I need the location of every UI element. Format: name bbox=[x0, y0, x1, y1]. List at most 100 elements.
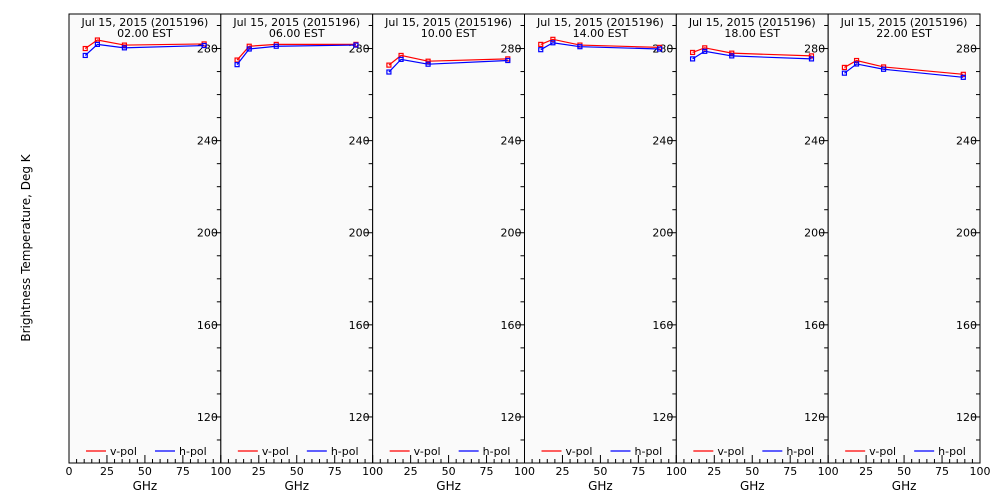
panel-subtitle: 22.00 EST bbox=[876, 27, 932, 40]
panel-title: Jul 15, 2015 (2015196) bbox=[840, 16, 968, 29]
y-tick-label: 120 bbox=[652, 411, 673, 424]
data-point-hpol bbox=[689, 56, 696, 62]
data-point-vpol bbox=[425, 58, 431, 64]
data-point-hpol bbox=[702, 48, 708, 54]
x-tick-label: 0 bbox=[66, 465, 73, 478]
y-tick-label: 280 bbox=[804, 43, 825, 56]
data-point-vpol bbox=[234, 57, 240, 63]
data-point-hpol bbox=[353, 42, 359, 48]
panel-subtitle: 18.00 EST bbox=[724, 27, 780, 40]
data-point-hpol bbox=[425, 61, 431, 67]
y-tick-label: 280 bbox=[956, 43, 977, 56]
chart-panel-3: Jul 15, 2015 (2015196)10.00 EST 120 160 200… bbox=[372, 13, 535, 493]
y-tick-label: 200 bbox=[197, 227, 218, 240]
series-line-vpol bbox=[236, 43, 356, 61]
y-tick-label: 160 bbox=[501, 319, 522, 332]
x-tick-label: 75 bbox=[328, 465, 342, 478]
x-axis-label: GHz bbox=[133, 479, 158, 493]
y-tick-label: 240 bbox=[501, 135, 522, 148]
data-point-hpol bbox=[550, 40, 556, 46]
series-line-vpol bbox=[692, 47, 812, 57]
x-tick-label: 100 bbox=[666, 465, 687, 478]
legend-label-hpol: h-pol bbox=[331, 445, 359, 458]
series-line-hpol bbox=[540, 42, 660, 51]
y-tick-label: 120 bbox=[804, 411, 825, 424]
legend-label-vpol: v-pol bbox=[717, 445, 744, 458]
x-tick-label: 25 bbox=[859, 465, 873, 478]
data-point-hpol bbox=[94, 41, 100, 47]
panels: Jul 15, 2015 (2015196)02.00 EST120160200… bbox=[66, 13, 991, 493]
y-tick-label: 240 bbox=[197, 135, 218, 148]
data-point-vpol bbox=[121, 42, 128, 48]
x-axis-label: GHz bbox=[436, 479, 461, 493]
x-axis-label: GHz bbox=[740, 479, 765, 493]
data-point-hpol bbox=[273, 43, 279, 49]
x-tick-label: 100 bbox=[210, 465, 231, 478]
x-axis-label: GHz bbox=[892, 479, 917, 493]
data-point-hpol bbox=[201, 42, 207, 49]
plot-frame bbox=[68, 13, 222, 464]
x-tick-label: 25 bbox=[707, 465, 721, 478]
x-tick-label: 25 bbox=[404, 465, 418, 478]
data-point-vpol bbox=[841, 64, 848, 71]
data-point-hpol bbox=[657, 46, 663, 52]
x-tick-label: 100 bbox=[514, 465, 535, 478]
series-line-vpol bbox=[844, 59, 964, 75]
y-tick-label: 200 bbox=[501, 227, 522, 240]
data-point-hpol bbox=[538, 47, 544, 53]
y-tick-label: 120 bbox=[956, 411, 977, 424]
panel-subtitle: 02.00 EST bbox=[117, 27, 173, 40]
x-tick-label: 50 bbox=[138, 465, 152, 478]
panel-subtitle: 06.00 EST bbox=[269, 27, 325, 40]
x-tick-label: 100 bbox=[970, 465, 991, 478]
data-point-hpol bbox=[853, 61, 860, 67]
x-tick-label: 100 bbox=[818, 465, 839, 478]
series-line-hpol bbox=[388, 58, 508, 73]
y-tick-label: 160 bbox=[349, 319, 370, 332]
y-tick-label: 120 bbox=[501, 411, 522, 424]
plot-frame bbox=[524, 13, 677, 464]
data-point-hpol bbox=[398, 56, 404, 62]
legend-label-vpol: v-pol bbox=[262, 445, 289, 458]
y-tick-label: 240 bbox=[804, 135, 825, 148]
legend-label-vpol: v-pol bbox=[110, 445, 137, 458]
x-tick-label: 75 bbox=[783, 465, 797, 478]
data-point-vpol bbox=[689, 49, 696, 56]
x-axis-label: GHz bbox=[284, 479, 309, 493]
data-point-hpol bbox=[82, 52, 88, 59]
chart-panel-5: Jul 15, 2015 (2015196)18.00 EST 120 160 200… bbox=[675, 13, 839, 493]
panel-title: Jul 15, 2015 (2015196) bbox=[536, 16, 664, 29]
x-tick-label: 50 bbox=[442, 465, 456, 478]
x-tick-label: 75 bbox=[935, 465, 949, 478]
data-point-vpol bbox=[538, 41, 544, 47]
series-line-vpol bbox=[388, 54, 508, 66]
legend-label-hpol: h-pol bbox=[938, 445, 966, 458]
legend-label-vpol: v-pol bbox=[869, 445, 896, 458]
y-tick-label: 120 bbox=[197, 411, 218, 424]
data-point-hpol bbox=[246, 46, 252, 52]
y-tick-label: 160 bbox=[652, 319, 673, 332]
data-point-hpol bbox=[729, 53, 735, 59]
panel-subtitle: 14.00 EST bbox=[573, 27, 629, 40]
series-line-vpol bbox=[540, 38, 660, 48]
plot-frame bbox=[675, 13, 829, 464]
panel-title: Jul 15, 2015 (2015196) bbox=[688, 16, 816, 29]
panel-title: Jul 15, 2015 (2015196) bbox=[384, 16, 512, 29]
x-tick-label: 50 bbox=[290, 465, 304, 478]
x-tick-label: 75 bbox=[631, 465, 645, 478]
x-tick-label: 25 bbox=[100, 465, 114, 478]
data-point-hpol bbox=[234, 62, 240, 68]
data-point-hpol bbox=[841, 70, 848, 76]
y-tick-label: 160 bbox=[804, 319, 825, 332]
y-tick-label: 160 bbox=[197, 319, 218, 332]
x-tick-label: 50 bbox=[745, 465, 759, 478]
y-tick-label: 200 bbox=[652, 227, 673, 240]
y-axis-label: Brightness Temperature, Deg K bbox=[19, 153, 33, 341]
plot-frame bbox=[372, 13, 525, 464]
x-tick-label: 50 bbox=[593, 465, 607, 478]
data-point-hpol bbox=[808, 56, 815, 62]
panel-title: Jul 15, 2015 (2015196) bbox=[81, 16, 209, 29]
y-tick-label: 120 bbox=[349, 411, 370, 424]
chart-panel-6: Jul 15, 2015 (2015196)22.00 EST 120 160 200… bbox=[827, 13, 991, 493]
